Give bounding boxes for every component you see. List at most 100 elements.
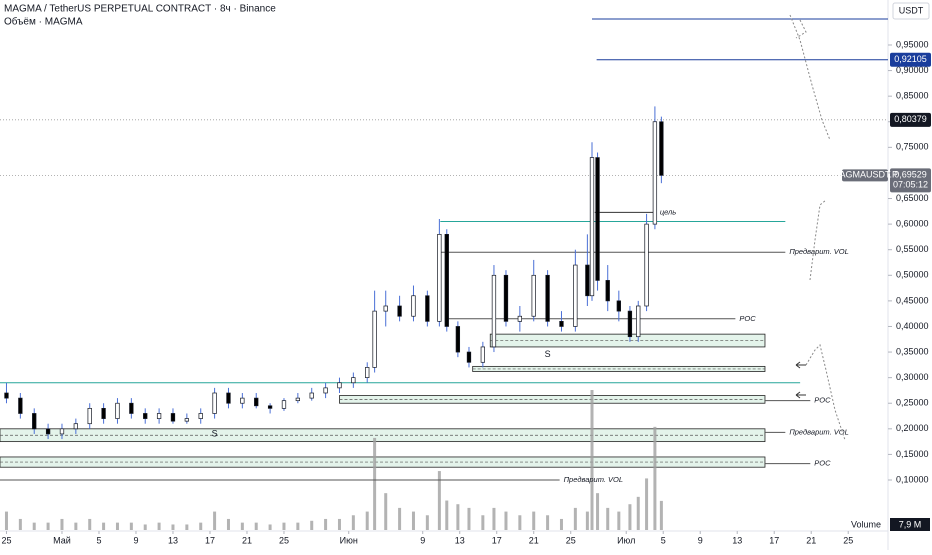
y-tick-label: 0,30000 <box>896 372 929 382</box>
candle-body <box>59 428 65 435</box>
volume-bar <box>585 511 589 530</box>
volume-bar <box>102 522 106 530</box>
candle-body <box>397 305 402 317</box>
candle-body <box>129 402 134 414</box>
price-label-box <box>890 168 931 193</box>
volume-bar <box>337 518 341 530</box>
volume-bar <box>596 493 600 530</box>
x-tick-label: 5 <box>661 535 666 545</box>
x-tick-label: 21 <box>806 535 816 545</box>
symbol-label: MAGMAUSDT.P <box>832 170 898 180</box>
x-tick-label: 21 <box>529 535 539 545</box>
volume-bar <box>384 493 388 530</box>
volume-last-box <box>890 518 930 531</box>
candle-body <box>295 397 300 402</box>
volume-last-label: 7,9 M <box>899 519 922 529</box>
volume-bar <box>351 515 355 530</box>
candle-body <box>309 392 314 399</box>
level-label: Предварит. VOL <box>789 427 848 436</box>
volume-bar <box>636 496 640 530</box>
candle-body <box>616 300 621 312</box>
y-tick-label: 0,55000 <box>896 244 929 254</box>
candle-body <box>281 400 287 409</box>
candle-body <box>226 392 231 404</box>
y-tick-label: 0,85000 <box>896 91 929 101</box>
candle-body <box>466 351 472 363</box>
candle-body <box>644 223 649 307</box>
volume-bar <box>373 437 377 530</box>
volume-bar <box>46 522 50 530</box>
candle-body <box>573 264 578 327</box>
volume-bar <box>143 524 147 530</box>
candle-body <box>531 274 536 317</box>
volume-bar <box>226 518 230 530</box>
candle-body <box>73 423 79 430</box>
volume-bar <box>282 522 286 530</box>
x-tick-label: 9 <box>420 535 425 545</box>
volume-bar <box>659 500 663 530</box>
volume-bar <box>398 507 402 530</box>
y-tick-label: 0,40000 <box>896 321 929 331</box>
volume-bar <box>199 522 203 530</box>
chart-title: MAGMA / TetherUS PERPETUAL CONTRACT · 8ч… <box>4 4 276 15</box>
volume-bar <box>504 511 508 530</box>
candle-body <box>491 274 497 348</box>
price-label: 0,92105 <box>894 54 927 64</box>
volume-bar <box>171 524 175 530</box>
level-label: POC <box>739 314 756 323</box>
x-tick-label: Июн <box>340 535 358 545</box>
volume-bar <box>532 511 536 530</box>
volume-bar <box>157 522 161 530</box>
y-tick-label: 0,25000 <box>896 398 929 408</box>
volume-bar <box>456 504 460 530</box>
candle-body <box>627 310 633 338</box>
volume-bar <box>254 522 258 530</box>
projection-arrow <box>795 19 807 39</box>
plot-area: цель Предварит. VOL POC POC Предварит. VOL PO… <box>0 18 888 530</box>
level-label: цель <box>660 207 676 216</box>
price-label: 0,80379 <box>894 114 927 124</box>
candle-body <box>240 397 245 404</box>
volume-bar <box>546 515 550 530</box>
price-label: 0,69529 <box>894 170 927 180</box>
candle-body <box>4 392 9 399</box>
currency[interactable]: USDT <box>899 5 924 15</box>
volume-bar <box>115 522 119 530</box>
volume-bar <box>129 522 133 530</box>
candle-body <box>323 387 328 394</box>
volume-bar <box>437 471 441 530</box>
x-tick-label: 13 <box>168 535 178 545</box>
y-tick-label: 0,45000 <box>896 295 929 305</box>
volume-bar <box>590 390 594 530</box>
candle-body <box>444 233 449 327</box>
volume-bar <box>425 515 429 530</box>
candle-body <box>212 392 217 414</box>
candle-body <box>589 157 595 297</box>
candle-body <box>143 413 148 419</box>
volume-bar <box>606 507 610 530</box>
projection-arrow <box>809 199 827 281</box>
volume-bar <box>411 511 415 530</box>
candle-body <box>425 295 430 322</box>
symbol-box <box>842 169 888 182</box>
volume-bar <box>653 426 657 530</box>
price-label-box <box>890 112 931 127</box>
x-tick-label: 13 <box>455 535 465 545</box>
candle-body <box>170 413 176 422</box>
candle-body <box>372 310 377 368</box>
candle-body <box>383 305 388 312</box>
volume-bar <box>240 522 244 530</box>
y-tick-label: 0,10000 <box>896 474 929 484</box>
candle-body <box>87 407 92 425</box>
y-tick-label: 0,35000 <box>896 346 929 356</box>
volume-bar <box>492 507 496 530</box>
currency-box[interactable] <box>892 2 930 20</box>
candle-body <box>18 397 23 414</box>
y-tick-label: 0,65000 <box>896 193 929 203</box>
y-tick-label: 0,20000 <box>896 423 929 433</box>
level-label: POC <box>814 459 831 468</box>
candle-body <box>254 397 259 407</box>
candle-body <box>545 274 550 322</box>
x-tick-label: 9 <box>133 535 138 545</box>
